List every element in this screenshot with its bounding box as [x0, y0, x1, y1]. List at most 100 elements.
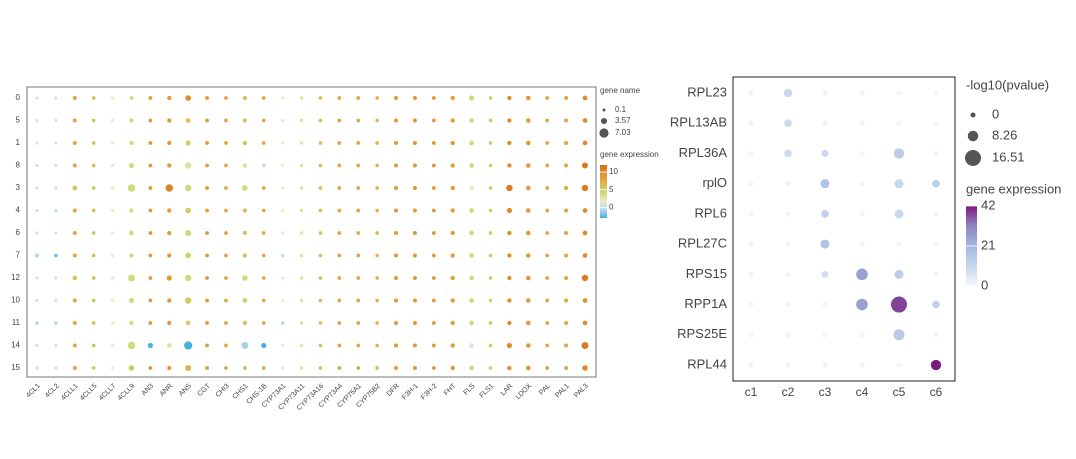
dot — [281, 321, 285, 325]
dot — [488, 253, 493, 258]
dot — [545, 321, 550, 325]
dot — [224, 321, 228, 325]
dot — [224, 186, 228, 190]
size-legend-dot — [599, 128, 609, 138]
size-legend-label: 0 — [992, 106, 999, 121]
dot — [375, 186, 379, 190]
dot — [54, 321, 58, 325]
dot — [394, 253, 399, 258]
dot — [412, 276, 417, 280]
dot — [526, 118, 531, 123]
dot — [129, 253, 134, 258]
column-label: ANR — [159, 383, 174, 398]
dot — [859, 181, 865, 187]
dot — [394, 343, 399, 348]
dot — [545, 298, 550, 303]
dot — [581, 342, 589, 349]
dot — [35, 343, 39, 348]
colorbar-label: 42 — [981, 197, 995, 212]
dot — [91, 298, 96, 303]
dot — [91, 163, 96, 168]
row-label: 10 — [11, 296, 20, 305]
dot — [184, 274, 192, 282]
dot — [224, 208, 228, 213]
row-label: RPS25E — [677, 326, 727, 341]
dot — [91, 118, 96, 123]
dot — [785, 271, 791, 277]
dot — [261, 298, 266, 303]
dot — [469, 298, 474, 303]
dot — [545, 163, 550, 168]
dot — [564, 321, 569, 325]
dot — [72, 185, 78, 191]
dot — [54, 118, 58, 123]
dot — [148, 163, 153, 168]
dot — [469, 163, 474, 168]
dot — [184, 184, 192, 192]
column-label: F3H-2 — [420, 383, 439, 402]
dot — [893, 329, 905, 341]
dot — [128, 297, 135, 304]
colorbar-label: 21 — [981, 237, 995, 252]
column-label: CGT — [197, 382, 213, 398]
dot — [526, 185, 531, 191]
row-label: 5 — [16, 116, 21, 125]
dot — [564, 231, 569, 235]
dot — [35, 141, 39, 145]
dot — [394, 231, 399, 235]
dot — [748, 271, 754, 277]
dot — [488, 96, 493, 100]
dot — [506, 342, 512, 349]
color-legend-title: gene expression — [600, 150, 659, 159]
dot — [72, 343, 77, 348]
dot — [894, 209, 904, 219]
dot — [54, 186, 58, 190]
dot — [337, 343, 342, 348]
dot — [820, 239, 830, 249]
dot — [564, 366, 569, 370]
dot — [241, 342, 249, 349]
dot — [932, 300, 940, 309]
dot — [72, 231, 77, 235]
dot — [72, 366, 77, 370]
dot — [35, 118, 39, 123]
dot — [167, 140, 172, 146]
dot — [859, 90, 865, 96]
dot — [128, 162, 135, 169]
dot — [356, 298, 361, 303]
column-label: 4CLL9 — [117, 383, 137, 403]
dot — [488, 118, 493, 123]
dot — [507, 163, 512, 168]
dot — [261, 276, 266, 280]
dot — [431, 298, 436, 303]
dot — [242, 163, 248, 168]
dot — [488, 343, 493, 348]
row-label: 0 — [16, 93, 21, 102]
dot — [356, 96, 361, 100]
size-legend-label: 0.1 — [615, 105, 627, 114]
dot — [224, 96, 228, 100]
dot — [35, 298, 39, 303]
dot — [318, 276, 323, 280]
dot — [129, 230, 134, 236]
dot — [318, 321, 323, 325]
dot — [148, 253, 153, 258]
dot — [431, 208, 436, 213]
dot — [526, 253, 531, 258]
dot — [261, 366, 266, 370]
dot — [167, 95, 172, 101]
dot — [784, 119, 792, 128]
dot — [337, 366, 342, 370]
dot — [242, 140, 247, 146]
dot — [185, 229, 192, 237]
colorbar — [600, 165, 607, 218]
dot — [896, 241, 902, 247]
dot — [35, 186, 39, 190]
dot — [933, 271, 939, 277]
dot — [91, 276, 96, 280]
dot — [205, 253, 209, 258]
dot — [299, 276, 304, 280]
dot — [91, 231, 96, 235]
dot — [185, 320, 191, 326]
dot — [281, 186, 285, 190]
